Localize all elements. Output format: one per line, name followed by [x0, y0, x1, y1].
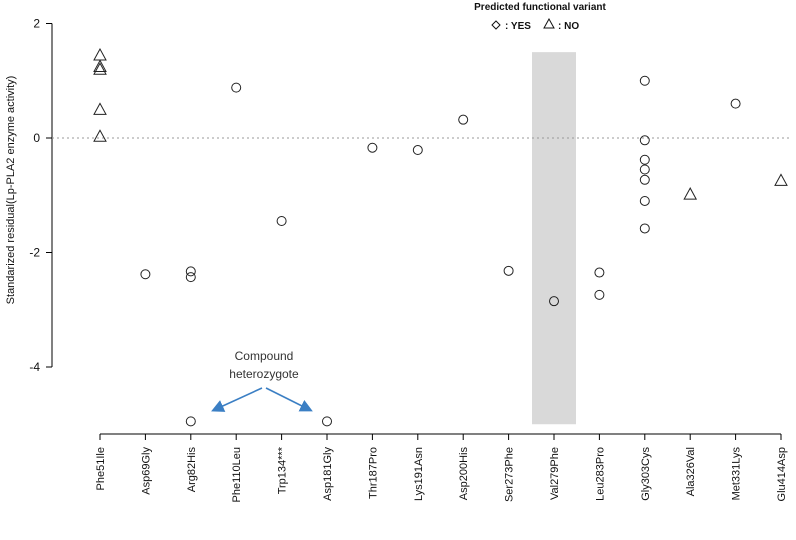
x-tick-label: Gly303Cys [640, 447, 652, 501]
data-point-yes [322, 416, 332, 427]
data-point-yes [185, 272, 196, 283]
data-point-no [93, 102, 107, 115]
x-tick-label: Glu414Asp [776, 447, 788, 501]
x-tick-label: Thr187Pro [367, 447, 379, 499]
shaded-region [532, 52, 576, 425]
data-point-yes [458, 114, 469, 125]
legend-title: Predicted functional variant [474, 2, 606, 13]
data-point-no [93, 47, 107, 61]
x-tick-label: Val279Phe [549, 447, 561, 500]
x-tick-label: Trp134*** [277, 446, 289, 494]
x-tick-label: Asp200His [458, 447, 470, 501]
data-point-yes [639, 195, 650, 206]
y-tick-label: 2 [33, 17, 40, 31]
data-point-yes [503, 265, 514, 276]
annotation-arrow-right [265, 387, 313, 412]
data-point-yes [594, 267, 605, 278]
y-tick-label: -4 [29, 360, 40, 374]
data-point-yes [412, 145, 423, 156]
data-point-no [93, 62, 107, 75]
x-tick-label: Arg82His [186, 447, 198, 493]
x-tick-label: Ala326Val [685, 447, 697, 496]
data-point-yes [367, 142, 378, 153]
y-axis-label: Standarized residual(Lp-PLA2 enzyme acti… [5, 76, 17, 305]
x-tick-label: Lys191Asn [413, 447, 425, 501]
data-point-yes [185, 416, 196, 427]
data-point-yes [594, 289, 605, 300]
data-point-yes [639, 154, 650, 165]
data-point-yes [140, 269, 151, 280]
y-tick-label: -2 [29, 246, 40, 260]
data-point-yes [639, 75, 650, 86]
data-point-yes [549, 296, 559, 307]
data-point-no [774, 173, 788, 186]
x-tick-label: Met331Lys [731, 447, 743, 501]
legend-yes-label: : YES [505, 21, 531, 32]
data-point-yes [639, 135, 650, 146]
data-point-yes [730, 98, 741, 109]
x-tick-label: Ser273Phe [504, 447, 516, 502]
data-point-yes [276, 216, 287, 227]
x-tick-label: Leu283Pro [594, 447, 606, 501]
data-point-yes [185, 266, 196, 277]
legend-yes-marker [491, 20, 501, 30]
annotation-arrow-left [211, 387, 263, 412]
data-point-no [683, 187, 698, 200]
x-tick-label: Phe51Ile [95, 447, 107, 490]
annotation-line-2: heterozygote [229, 367, 299, 381]
legend-no-marker [543, 17, 555, 29]
y-tick-label: 0 [33, 131, 40, 145]
data-point-yes [639, 174, 650, 185]
data-point-no [93, 129, 107, 142]
x-tick-label: Asp69Gly [140, 447, 152, 495]
legend-no-label: : NO [558, 21, 579, 32]
data-point-yes [639, 164, 650, 175]
annotation-line-1: Compound [235, 349, 294, 363]
x-tick-label: Phe110Leu [231, 447, 243, 502]
data-point-yes [231, 82, 242, 93]
data-point-yes [639, 223, 650, 234]
x-tick-label: Asp181Gly [322, 447, 334, 501]
data-point-no [93, 59, 107, 72]
